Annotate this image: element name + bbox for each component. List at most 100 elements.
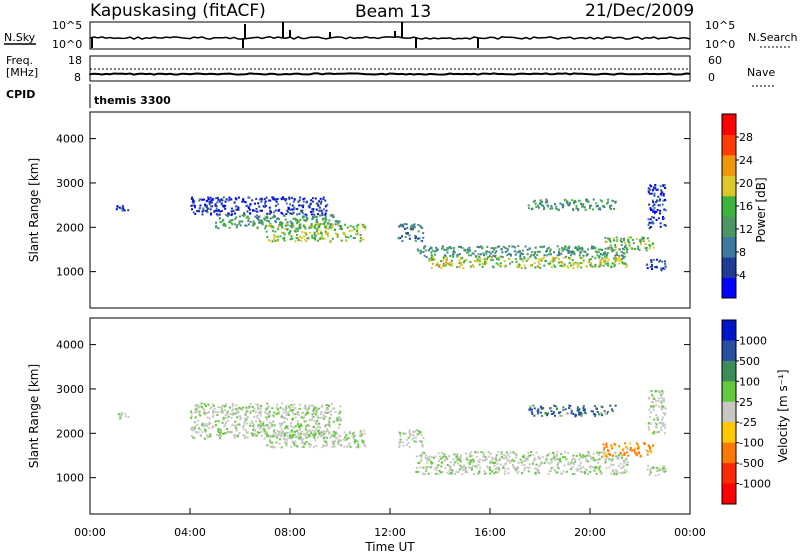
- velocity-cell: [321, 446, 324, 449]
- velocity-cell: [274, 435, 276, 438]
- power-cell: [216, 210, 219, 213]
- power-cell: [620, 237, 623, 240]
- power-cell: [244, 224, 247, 227]
- power-cell: [364, 227, 367, 230]
- power-cell: [461, 246, 464, 249]
- power-cell: [431, 262, 434, 265]
- power-cell: [652, 222, 655, 225]
- power-cell: [298, 225, 301, 228]
- noise-sky-line: [89, 35, 691, 41]
- velocity-cell: [241, 425, 244, 428]
- power-cell: [557, 208, 560, 211]
- power-cell: [287, 206, 290, 209]
- velocity-cell: [412, 430, 415, 433]
- power-cell: [466, 248, 469, 251]
- velocity-cell: [505, 462, 508, 465]
- velocity-cell: [660, 405, 663, 408]
- velocity-cell: [227, 430, 230, 433]
- power-cell: [452, 251, 455, 253]
- velocity-cell: [405, 443, 408, 446]
- velocity-cell: [347, 437, 350, 440]
- power-cell: [451, 264, 454, 267]
- power-cell: [444, 258, 447, 261]
- frequency-panel: Freq. [MHz] 18 8 60 0 Nave: [6, 54, 775, 87]
- velocity-cell: [419, 431, 422, 434]
- velocity-cell: [323, 425, 326, 428]
- power-cell: [662, 192, 665, 195]
- power-cell: [621, 258, 624, 261]
- power-cell: [275, 235, 278, 238]
- velocity-cell: [583, 408, 586, 411]
- velocity-cell: [220, 434, 223, 437]
- power-cell: [605, 240, 608, 243]
- velocity-cell: [611, 410, 614, 412]
- power-cell: [654, 184, 657, 186]
- power-cell: [616, 258, 619, 261]
- velocity-cell: [638, 452, 641, 455]
- velocity-y-tick-label: 3000: [56, 383, 84, 396]
- power-cell: [567, 249, 570, 252]
- velocity-cell: [261, 428, 264, 431]
- velocity-cell: [661, 418, 664, 421]
- power-cell: [408, 234, 411, 237]
- velocity-cell: [272, 414, 275, 417]
- power-cell: [656, 188, 659, 191]
- velocity-cell: [270, 425, 273, 428]
- power-cell: [458, 265, 461, 268]
- power-cell: [511, 261, 514, 263]
- power-cell: [509, 253, 511, 256]
- velocity-cell: [574, 473, 577, 476]
- power-cell: [216, 214, 219, 217]
- power-cell: [576, 266, 579, 269]
- velocity-cell: [592, 410, 594, 413]
- power-cell: [554, 265, 557, 268]
- power-cell: [659, 204, 661, 207]
- velocity-cell: [228, 431, 231, 434]
- velocity-cell: [576, 467, 579, 470]
- power-cell: [315, 202, 318, 205]
- velocity-cell: [593, 469, 596, 472]
- power-cell: [235, 205, 238, 208]
- velocity-cell: [314, 421, 317, 424]
- power-cell: [223, 205, 226, 208]
- velocity-cell: [556, 463, 559, 466]
- velocity-cell: [577, 408, 580, 411]
- velocity-cell: [598, 453, 600, 456]
- power-cell: [561, 206, 564, 209]
- velocity-cell: [354, 434, 357, 437]
- power-cell: [625, 265, 628, 268]
- power-cell: [558, 248, 561, 251]
- velocity-cell: [453, 461, 456, 464]
- power-cell: [219, 210, 222, 213]
- power-cell: [244, 201, 247, 204]
- velocity-cell: [290, 409, 293, 412]
- power-cell: [248, 207, 250, 210]
- velocity-cell: [266, 444, 269, 447]
- power-cell: [577, 262, 579, 265]
- velocity-cell: [206, 424, 208, 427]
- power-cell: [249, 208, 251, 211]
- velocity-cell: [236, 416, 239, 419]
- velocity-cell: [583, 471, 586, 473]
- power-cell: [294, 240, 297, 243]
- power-cell: [558, 257, 560, 260]
- velocity-cell: [645, 449, 648, 451]
- power-cell: [360, 238, 363, 241]
- velocity-cell: [194, 408, 197, 411]
- power-cell: [609, 245, 612, 248]
- velocity-cell: [546, 412, 549, 415]
- velocity-cell: [515, 468, 518, 471]
- power-cell: [208, 203, 211, 206]
- velocity-cell: [399, 431, 402, 434]
- power-cell: [283, 239, 286, 242]
- velocity-cell: [329, 436, 332, 439]
- power-cell: [308, 204, 311, 207]
- power-cell: [575, 207, 578, 210]
- power-cell: [563, 246, 566, 248]
- velocity-cell: [273, 431, 275, 434]
- velocity-y-tick-label: 1000: [56, 472, 84, 485]
- power-cell: [554, 203, 556, 206]
- power-cell: [229, 220, 231, 223]
- velocity-cell: [253, 432, 256, 435]
- power-cell: [611, 248, 614, 251]
